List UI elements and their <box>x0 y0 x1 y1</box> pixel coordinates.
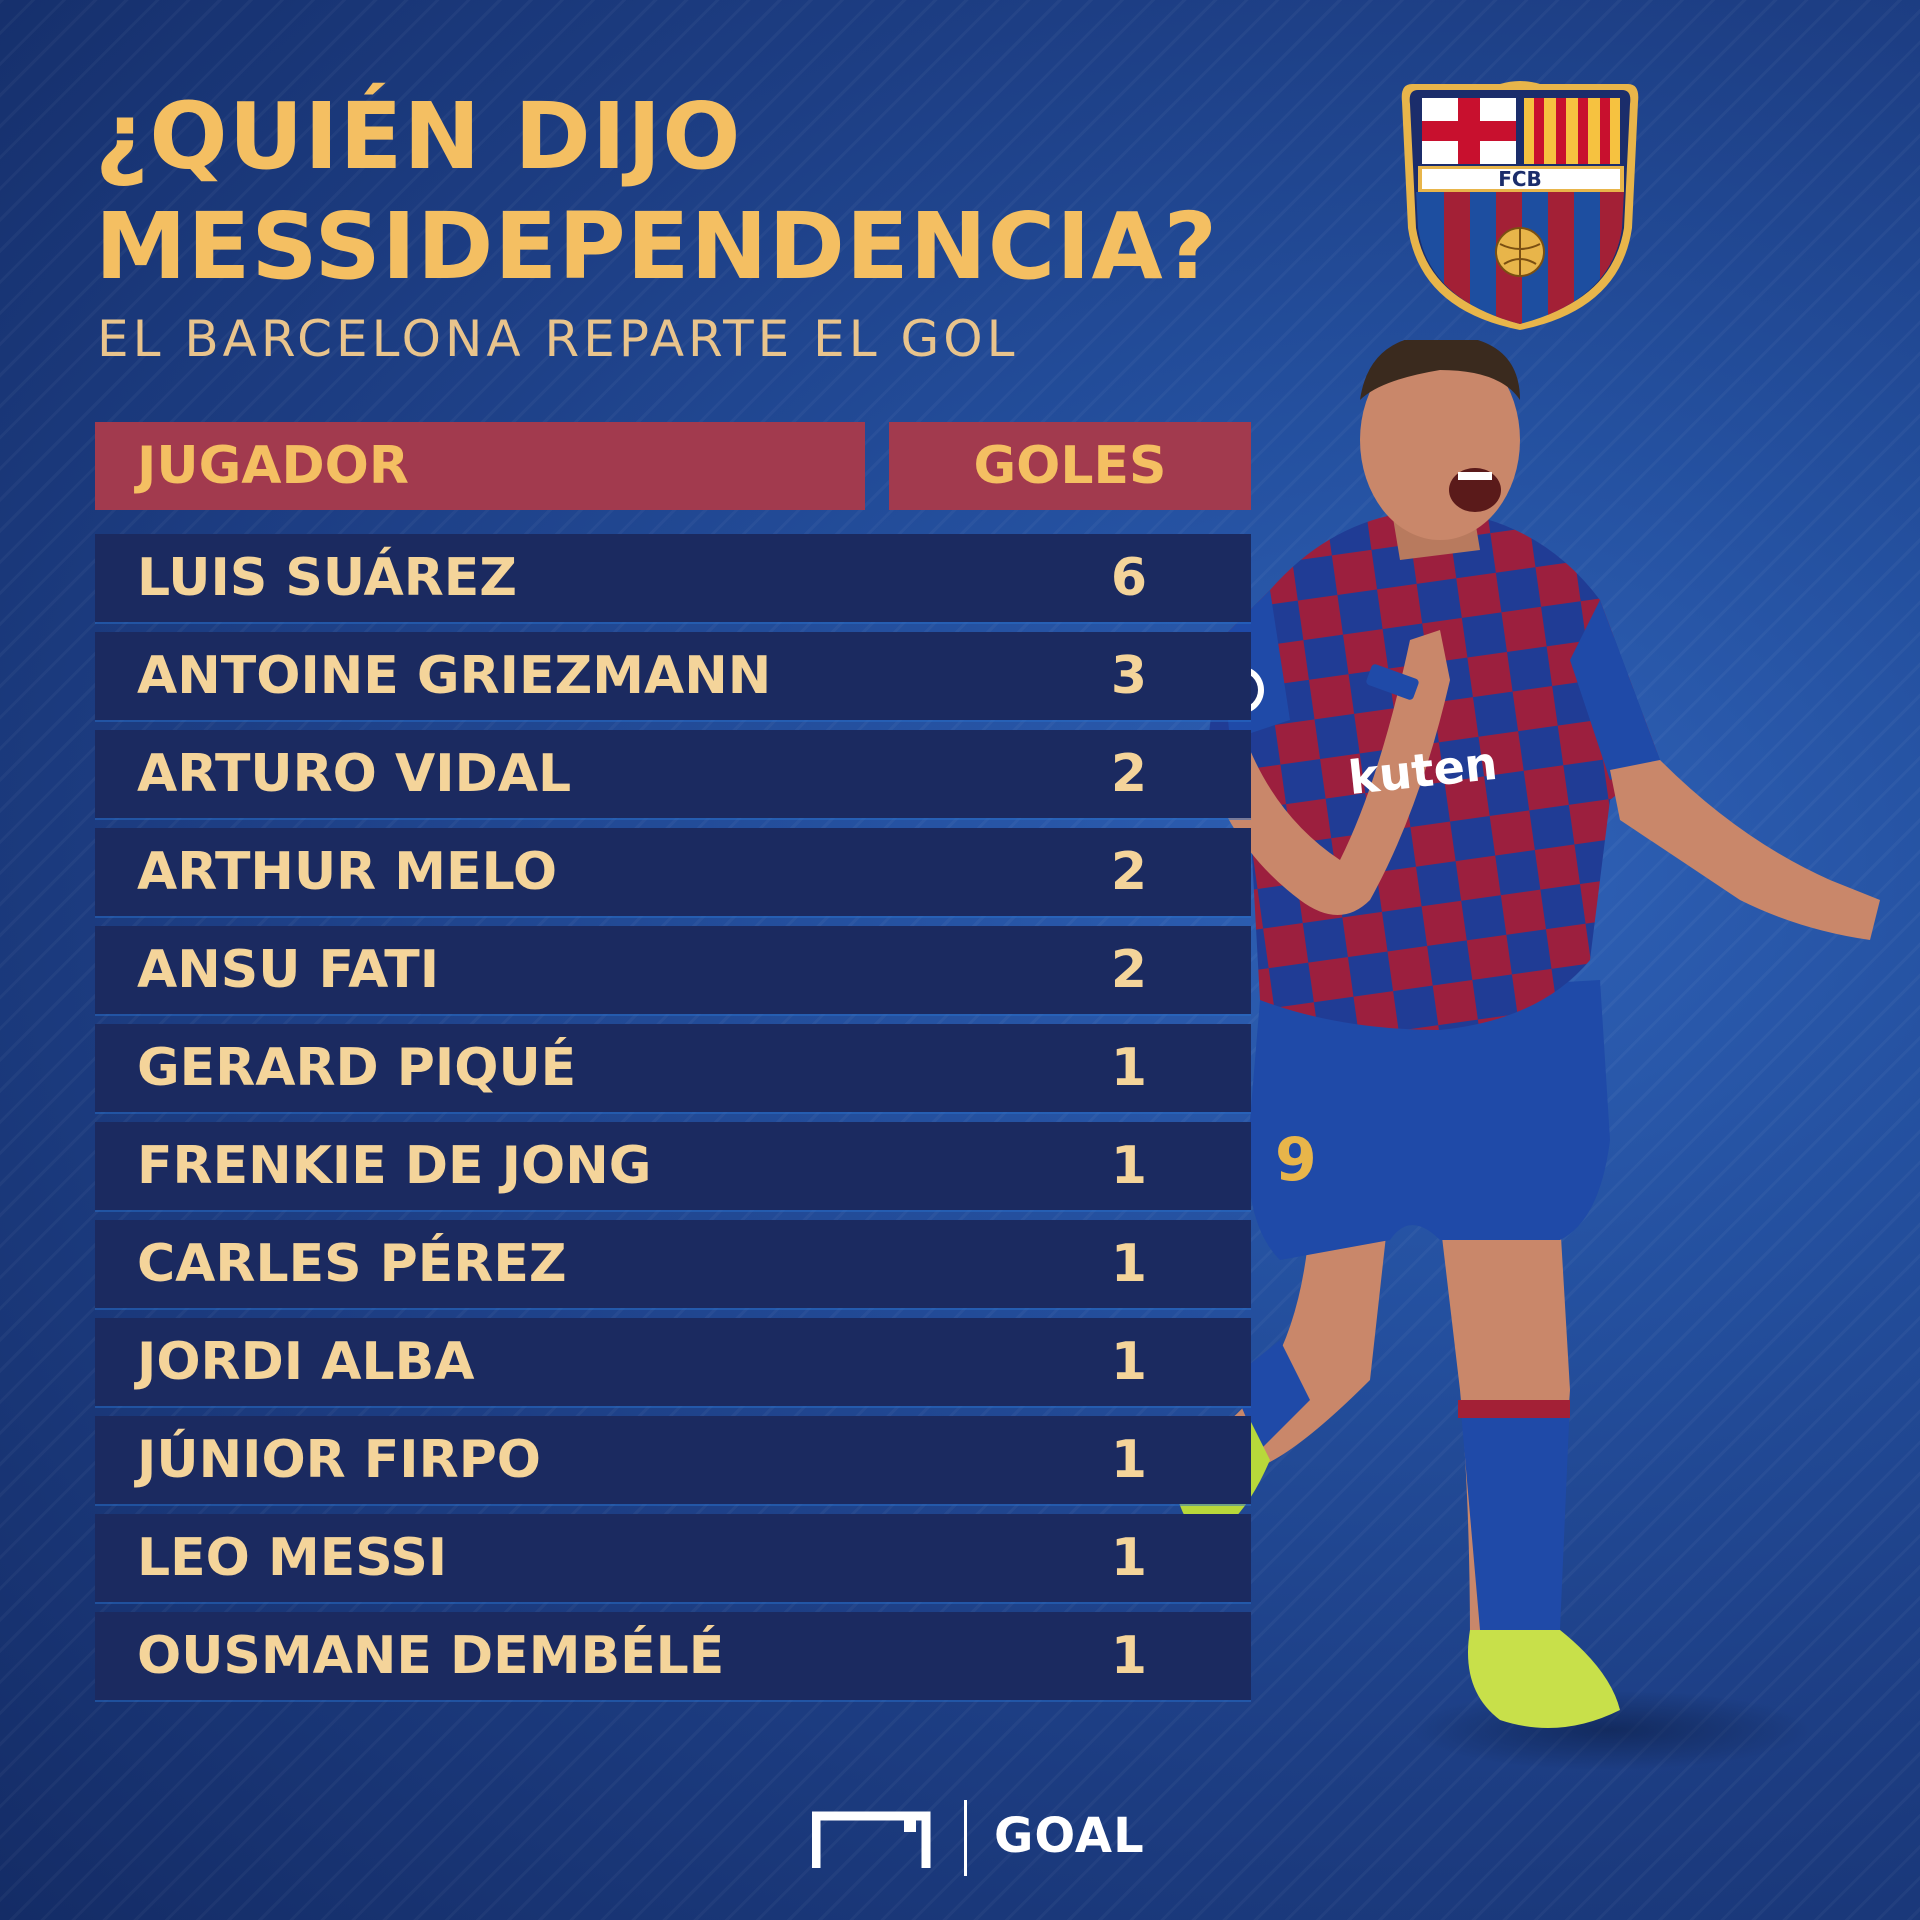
player-name: LUIS SUÁREZ <box>137 548 517 608</box>
table-row: FRENKIE DE JONG 1 <box>95 1122 1251 1210</box>
table-row: ANSU FATI 2 <box>95 926 1251 1014</box>
title-line-2: MESSIDEPENDENCIA? <box>95 193 1219 300</box>
table-row: CARLES PÉREZ 1 <box>95 1220 1251 1308</box>
player-goals: 2 <box>1110 842 1148 902</box>
goal-post-icon <box>812 1811 931 1868</box>
table-row: ARTURO VIDAL 2 <box>95 730 1251 818</box>
page-title: ¿QUIÉN DIJO MESSIDEPENDENCIA? <box>95 82 1218 302</box>
scorers-table: JUGADOR GOLES LUIS SUÁREZ 6 ANTOINE GRIE… <box>95 422 1251 1710</box>
player-goals: 1 <box>1110 1038 1148 1098</box>
player-goals: 1 <box>1110 1626 1148 1686</box>
player-name: FRENKIE DE JONG <box>137 1136 652 1196</box>
player-name: ARTHUR MELO <box>137 842 558 902</box>
column-header-goals: GOLES <box>889 422 1251 510</box>
title-line-1: ¿QUIÉN DIJO <box>95 83 742 190</box>
goal-logo: GOAL <box>812 1800 1144 1880</box>
player-goals: 2 <box>1110 744 1148 804</box>
table-row: ARTHUR MELO 2 <box>95 828 1251 916</box>
logo-divider <box>964 1800 967 1876</box>
table-body: LUIS SUÁREZ 6 ANTOINE GRIEZMANN 3 ARTURO… <box>95 534 1251 1700</box>
crest-text: FCB <box>1498 167 1542 191</box>
player-name: ARTURO VIDAL <box>137 744 572 804</box>
player-name: JORDI ALBA <box>137 1332 475 1392</box>
player-goals: 1 <box>1110 1528 1148 1588</box>
player-goals: 1 <box>1110 1332 1148 1392</box>
player-name: ANSU FATI <box>137 940 440 1000</box>
table-row: JÚNIOR FIRPO 1 <box>95 1416 1251 1504</box>
table-row: LEO MESSI 1 <box>95 1514 1251 1602</box>
player-name: CARLES PÉREZ <box>137 1234 567 1294</box>
player-goals: 2 <box>1110 940 1148 1000</box>
table-row: OUSMANE DEMBÉLÉ 1 <box>95 1612 1251 1700</box>
player-goals: 3 <box>1110 646 1148 706</box>
table-header: JUGADOR GOLES <box>95 422 1251 510</box>
player-goals: 1 <box>1110 1430 1148 1490</box>
brand-name: GOAL <box>994 1808 1145 1864</box>
table-row: ANTOINE GRIEZMANN 3 <box>95 632 1251 720</box>
player-name: GERARD PIQUÉ <box>137 1038 577 1098</box>
column-header-player: JUGADOR <box>95 422 865 510</box>
player-name: ANTOINE GRIEZMANN <box>137 646 772 706</box>
player-goals: 6 <box>1110 548 1148 608</box>
player-photo: kuten 9 <box>1173 340 1880 1770</box>
fcb-crest-logo: FCB <box>1401 81 1639 330</box>
player-name: JÚNIOR FIRPO <box>137 1430 542 1490</box>
table-row: GERARD PIQUÉ 1 <box>95 1024 1251 1112</box>
player-name: LEO MESSI <box>137 1528 448 1588</box>
player-goals: 1 <box>1110 1136 1148 1196</box>
player-goals: 1 <box>1110 1234 1148 1294</box>
shorts-number: 9 <box>1275 1125 1317 1195</box>
player-name: OUSMANE DEMBÉLÉ <box>137 1626 725 1686</box>
page-subtitle: EL BARCELONA REPARTE EL GOL <box>97 310 1019 368</box>
table-row: LUIS SUÁREZ 6 <box>95 534 1251 622</box>
table-row: JORDI ALBA 1 <box>95 1318 1251 1406</box>
